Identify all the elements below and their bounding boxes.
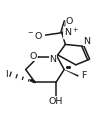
Text: I: I xyxy=(5,70,8,79)
Polygon shape xyxy=(64,70,78,76)
Text: N: N xyxy=(83,37,90,46)
Text: N$^+$: N$^+$ xyxy=(64,27,79,39)
Text: $^-$O: $^-$O xyxy=(26,30,44,41)
Text: O: O xyxy=(66,17,73,26)
Text: OH: OH xyxy=(49,97,63,106)
Text: O: O xyxy=(30,52,37,61)
Text: N: N xyxy=(50,56,57,64)
Text: F: F xyxy=(81,71,86,80)
